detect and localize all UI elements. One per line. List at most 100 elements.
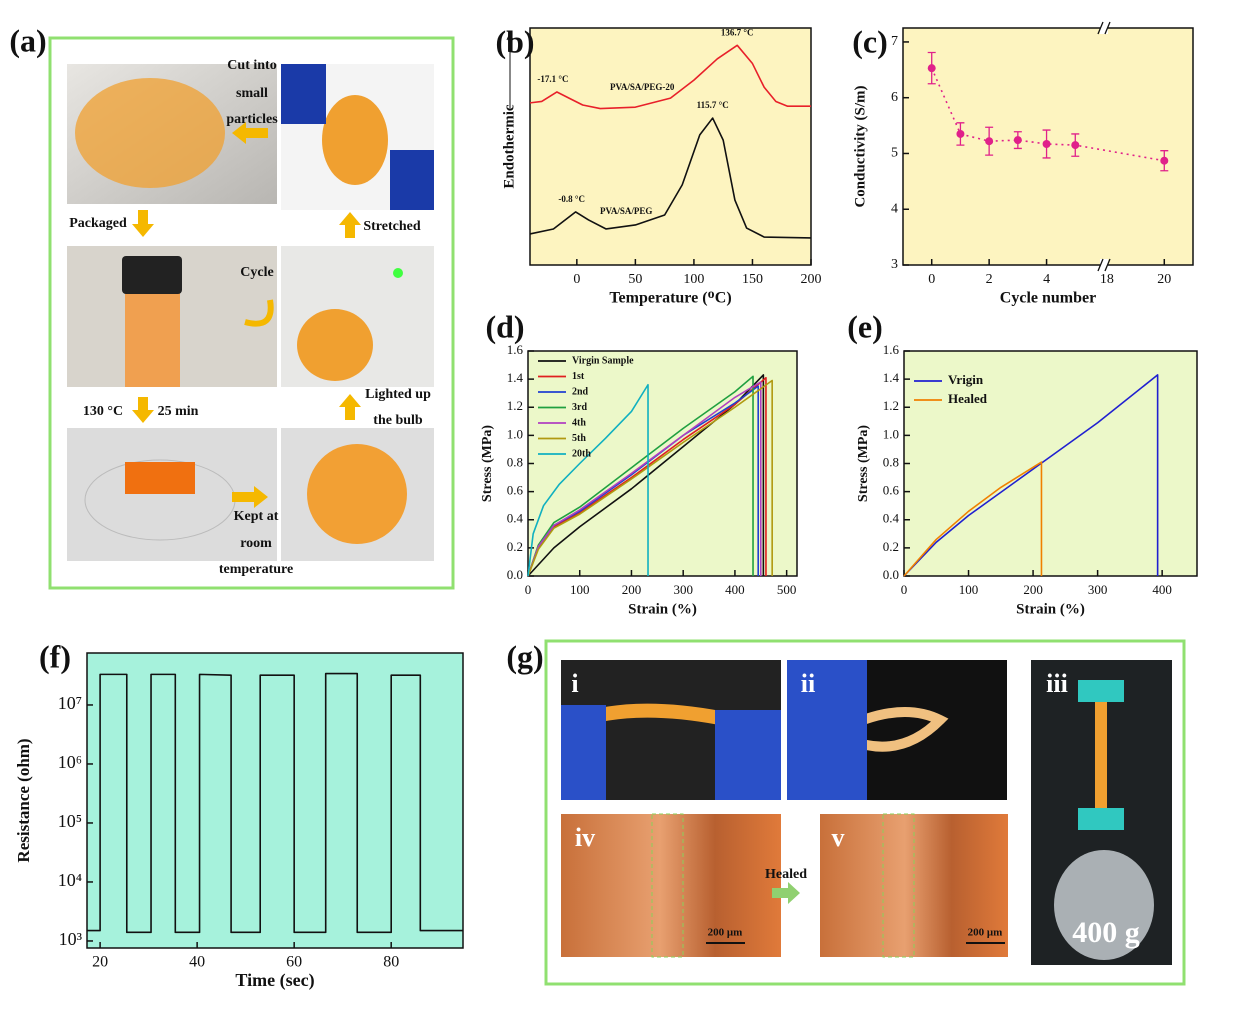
y-tick-label: 6 xyxy=(891,90,898,105)
x-tick-label: 4 xyxy=(1043,272,1050,287)
y-tick-label: 0.4 xyxy=(883,511,900,526)
point xyxy=(1160,156,1169,165)
x-tick-label: 200 xyxy=(801,272,822,287)
caption: Cycle xyxy=(240,265,273,280)
y-axis-label: Conductivity (S/m) xyxy=(852,85,868,207)
y-tick-label: 10⁵ xyxy=(58,811,82,831)
x-axis-label: Time (sec) xyxy=(235,970,314,991)
x-tick-label: 50 xyxy=(628,272,642,287)
x-tick-label: 0 xyxy=(928,272,935,287)
legend-label: Virgin Sample xyxy=(572,355,634,366)
x-tick-label: 300 xyxy=(673,582,693,597)
y-tick-label: 0.2 xyxy=(883,539,899,554)
y-tick-label: 0.0 xyxy=(883,567,899,582)
legend-label: 2nd xyxy=(572,386,589,397)
y-tick-label: 5 xyxy=(891,146,898,161)
x-tick-label: 200 xyxy=(622,582,642,597)
x-tick-label: 0 xyxy=(573,272,580,287)
y-tick-label: 0.4 xyxy=(507,511,524,526)
axis-break xyxy=(1099,22,1108,34)
annotation: 136.7 °C xyxy=(721,27,754,37)
photos-a xyxy=(67,64,434,561)
annotation: -0.8 °C xyxy=(558,194,585,204)
arrow-label: Healed xyxy=(765,867,807,882)
y-tick-label: 1.4 xyxy=(507,370,524,385)
panel-label: (g) xyxy=(506,638,543,674)
y-axis-label: Endothermic xyxy=(501,104,517,189)
axis-break xyxy=(1097,21,1111,35)
y-tick-label: 1.0 xyxy=(883,426,899,441)
axis-break xyxy=(1097,258,1111,272)
x-tick-label: 2 xyxy=(986,272,993,287)
panel-label: (f) xyxy=(39,638,71,674)
legend-label: 3rd xyxy=(572,402,587,413)
y-tick-label: 1.2 xyxy=(507,398,523,413)
point xyxy=(1071,141,1080,150)
x-tick-label: 40 xyxy=(189,954,205,971)
series-line xyxy=(527,375,754,577)
legend-label: 1st xyxy=(572,371,585,382)
legend-label: 4th xyxy=(572,417,586,428)
x-tick-label: 300 xyxy=(1088,582,1108,597)
photo-label: iii xyxy=(1046,669,1068,698)
plot-area xyxy=(903,350,1198,577)
annotation: 115.7 °C xyxy=(697,100,729,110)
series-line xyxy=(527,381,762,577)
y-tick-label: 0.8 xyxy=(507,454,523,469)
plot-area xyxy=(529,27,812,266)
caption: room xyxy=(240,536,272,551)
legend-label: 5th xyxy=(572,433,586,444)
x-tick-label: 150 xyxy=(742,272,763,287)
photos-g xyxy=(561,660,1172,965)
y-tick-label: 0.6 xyxy=(507,483,524,498)
y-tick-label: 10⁷ xyxy=(58,693,82,713)
point xyxy=(927,64,936,73)
panel-label: (c) xyxy=(852,23,888,59)
arrows-a xyxy=(132,122,361,508)
y-tick-label: 1.6 xyxy=(883,342,900,357)
y-tick-label: 0.2 xyxy=(507,539,523,554)
x-axis-label: Strain (%) xyxy=(1016,601,1085,617)
y-tick-label: 10⁴ xyxy=(58,870,82,890)
y-tick-label: 1.6 xyxy=(507,342,524,357)
y-axis-label: Resistance (ohm) xyxy=(14,738,33,862)
x-tick-label: 18 xyxy=(1100,272,1114,287)
x-axis-label: Temperature (ᴼC) xyxy=(609,290,731,307)
photo-label: v xyxy=(832,823,845,852)
series-line xyxy=(903,461,1043,577)
y-tick-label: 1.0 xyxy=(507,426,523,441)
x-tick-label: 80 xyxy=(383,954,399,971)
y-axis-label: Stress (MPa) xyxy=(856,425,871,502)
panel-label: (a) xyxy=(9,22,46,58)
caption: temperature xyxy=(219,562,293,577)
caption: Packaged xyxy=(69,216,127,231)
x-tick-label: 0 xyxy=(901,582,908,597)
axis-break xyxy=(1099,259,1108,271)
series-line xyxy=(903,374,1159,577)
series-label: PVA/SA/PEG-20 xyxy=(610,82,675,92)
panel-label: (e) xyxy=(847,308,883,344)
x-tick-label: 20 xyxy=(1157,272,1171,287)
point xyxy=(956,129,965,138)
photo-label: ii xyxy=(801,669,815,698)
y-axis-label: Stress (MPa) xyxy=(480,425,495,502)
x-tick-label: 60 xyxy=(286,954,302,971)
plot-area xyxy=(86,652,464,949)
x-tick-label: 100 xyxy=(959,582,979,597)
caption: Kept at xyxy=(234,509,279,524)
y-tick-label: 10³ xyxy=(59,929,83,949)
x-tick-label: 100 xyxy=(570,582,590,597)
scale-bar: 200 μm xyxy=(708,927,743,939)
x-tick-label: 200 xyxy=(1023,582,1043,597)
panel-label: (d) xyxy=(485,308,524,344)
photo-label: i xyxy=(571,669,578,698)
point xyxy=(985,137,994,146)
y-tick-label: 0.6 xyxy=(883,483,900,498)
x-tick-label: 400 xyxy=(1152,582,1172,597)
series-line xyxy=(527,379,773,577)
caption: Stretched xyxy=(363,219,420,234)
legend-label: Healed xyxy=(948,391,988,406)
annotation: -17.1 °C xyxy=(537,74,568,84)
caption: the bulb xyxy=(373,413,423,428)
